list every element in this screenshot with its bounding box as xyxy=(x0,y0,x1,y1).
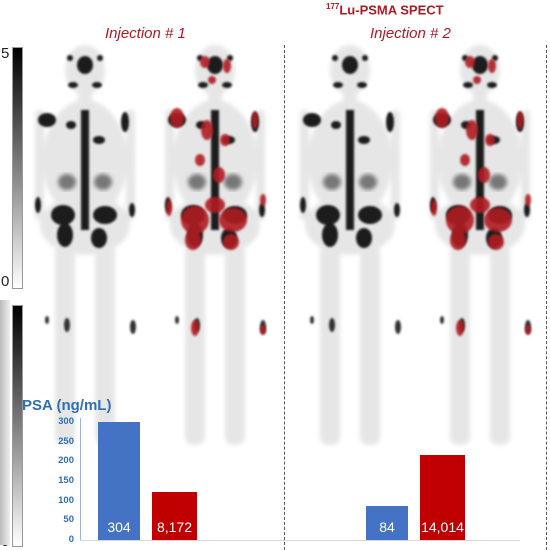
psa-bar xyxy=(152,492,197,540)
colorbar-top xyxy=(12,47,23,289)
x-axis-baseline xyxy=(80,540,520,541)
title-main: Lu-PSMA SPECT xyxy=(339,2,444,18)
psa-bar xyxy=(420,455,465,540)
injection-1-label: Injection # 1 xyxy=(105,25,186,42)
y-tick-label: 50 xyxy=(63,514,74,526)
figure-title: 177Lu-PSMA SPECT xyxy=(326,2,444,17)
colorbar-bottom xyxy=(12,305,23,547)
scan-injection-1-grayscale xyxy=(35,45,136,445)
injection-2-label: Injection # 2 xyxy=(370,25,451,42)
scan-injection-2-overlay-base xyxy=(430,45,531,445)
y-tick-label: 0 xyxy=(68,534,74,545)
scan-injection-2-grayscale xyxy=(300,45,401,445)
psa-bar xyxy=(98,422,140,540)
bar-value-label: 84 xyxy=(379,519,395,535)
y-tick-label: 150 xyxy=(58,475,74,486)
chart-title: PSA (ng/mL) xyxy=(22,397,112,414)
bar-value-label: 14,014 xyxy=(421,519,464,535)
psa-bar xyxy=(366,506,408,540)
bar-value-label: 304 xyxy=(107,519,131,535)
panel-divider xyxy=(284,45,285,550)
y-tick-label: 200 xyxy=(58,455,74,467)
colorbar-top-max: 5 xyxy=(1,45,10,62)
right-edge-divider xyxy=(546,45,547,550)
left-edge-scan-strip xyxy=(0,300,10,545)
y-tick-label: 250 xyxy=(58,435,74,447)
scan-injection-1-overlay-base xyxy=(165,45,266,445)
y-axis-line xyxy=(80,418,81,541)
colorbar-top-min: 0 xyxy=(1,273,10,290)
title-superscript: 177 xyxy=(326,2,340,11)
bar-value-label: 8,172 xyxy=(156,519,193,535)
y-tick-label: 300 xyxy=(58,416,74,427)
y-tick-label: 100 xyxy=(58,494,74,506)
